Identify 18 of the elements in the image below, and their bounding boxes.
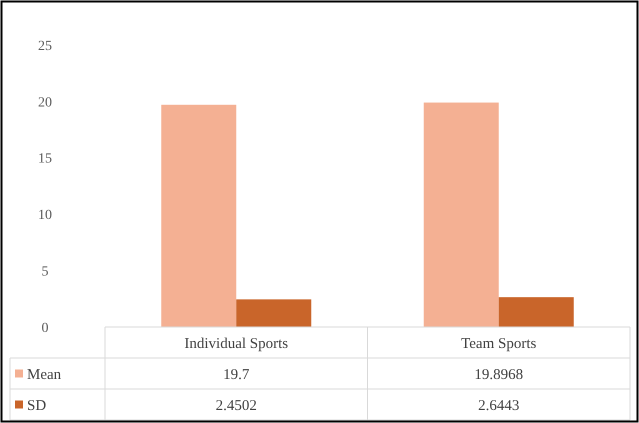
data-label: 19.8968 [474, 366, 524, 383]
bar [424, 102, 499, 327]
bar [161, 104, 236, 327]
y-tick-label: 20 [38, 95, 52, 110]
y-tick-label: 0 [42, 320, 48, 336]
y-tick-label: 5 [42, 264, 48, 280]
x-tick-label: Individual Sports [184, 336, 288, 352]
data-label: 2.6443 [478, 398, 520, 414]
y-tick-label: 15 [38, 152, 52, 167]
legend-label: SD [27, 398, 46, 414]
data-label: 19.7 [223, 366, 250, 383]
data-label: 2.4502 [216, 398, 257, 414]
x-tick-label: Team Sports [461, 336, 536, 352]
bar [498, 297, 574, 327]
y-tick-label: 10 [38, 208, 52, 224]
y-tick-label: 25 [38, 38, 52, 54]
legend-label: Mean [27, 366, 62, 383]
bar [236, 299, 312, 327]
